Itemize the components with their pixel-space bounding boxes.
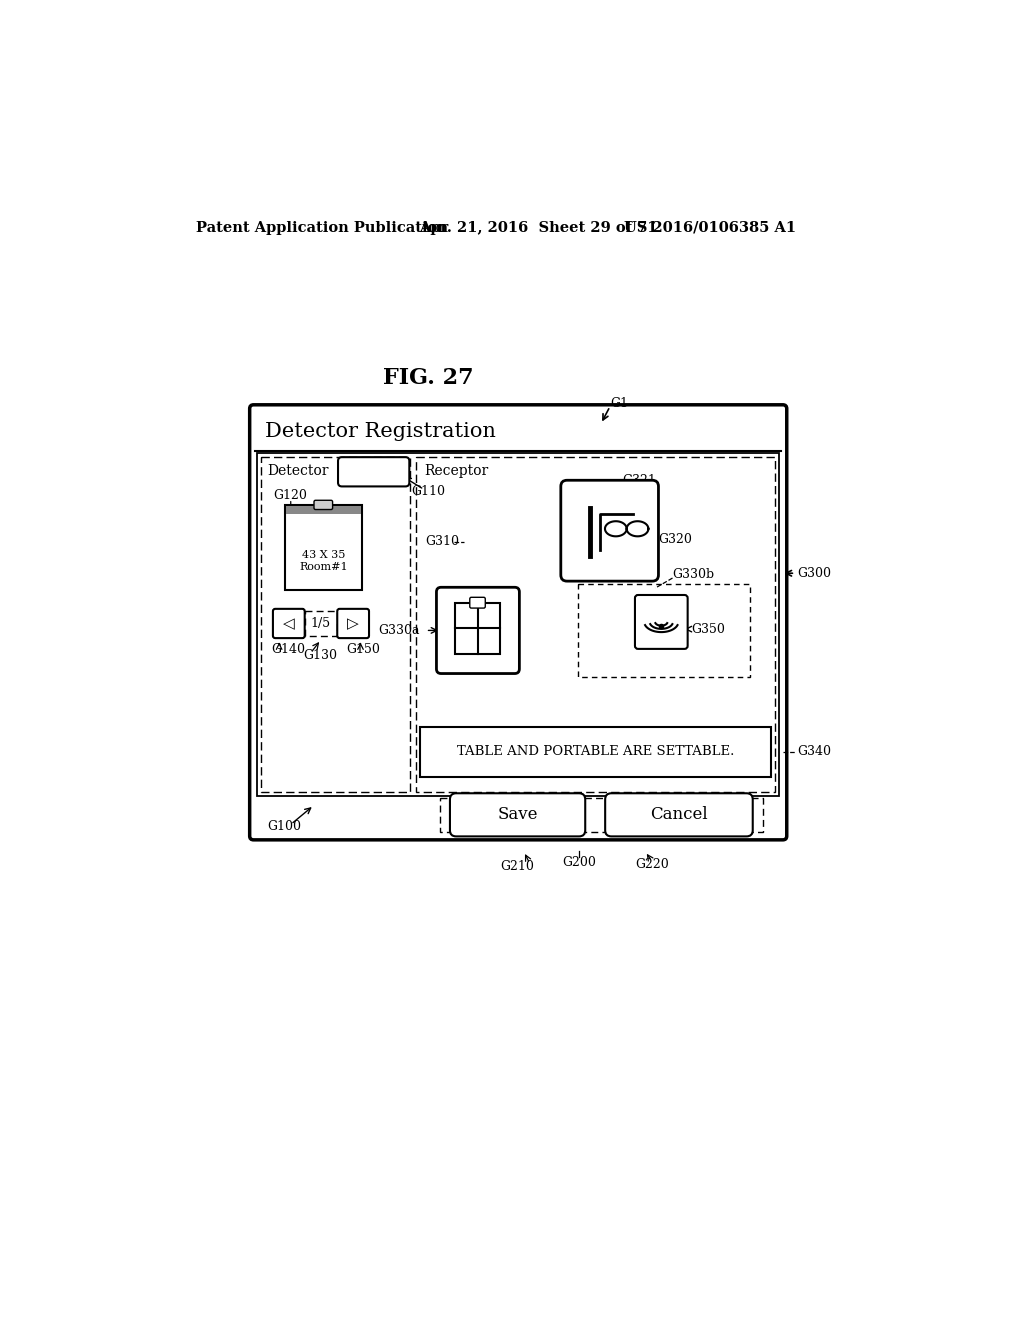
FancyBboxPatch shape (605, 793, 753, 837)
Text: G150: G150 (346, 643, 380, 656)
Bar (455, 603, 500, 653)
Text: G320: G320 (658, 533, 692, 546)
Text: 1/5: 1/5 (311, 616, 331, 630)
Text: Save: Save (498, 807, 538, 824)
FancyBboxPatch shape (338, 457, 410, 487)
Text: G130: G130 (303, 648, 337, 661)
Text: G310: G310 (426, 536, 460, 548)
FancyBboxPatch shape (257, 453, 779, 796)
Text: G300: G300 (797, 566, 830, 579)
Text: Room#1: Room#1 (299, 561, 347, 572)
FancyBboxPatch shape (314, 500, 333, 510)
Text: G140: G140 (271, 643, 305, 656)
Text: G110: G110 (412, 486, 445, 499)
Text: G220: G220 (635, 858, 669, 871)
Text: US 2016/0106385 A1: US 2016/0106385 A1 (624, 220, 796, 235)
FancyBboxPatch shape (561, 480, 658, 581)
FancyBboxPatch shape (635, 595, 688, 649)
Text: G210: G210 (501, 861, 535, 874)
Text: G120: G120 (273, 490, 307, 502)
Text: G340: G340 (797, 746, 830, 758)
Text: G100: G100 (267, 820, 301, 833)
Text: G350: G350 (691, 623, 725, 636)
Text: G330a: G330a (379, 624, 420, 638)
FancyBboxPatch shape (250, 405, 786, 840)
Text: 43 X 35: 43 X 35 (302, 550, 345, 560)
FancyBboxPatch shape (436, 587, 519, 673)
FancyBboxPatch shape (470, 598, 485, 609)
FancyBboxPatch shape (285, 506, 362, 590)
FancyBboxPatch shape (273, 609, 305, 638)
Text: TABLE AND PORTABLE ARE SETTABLE.: TABLE AND PORTABLE ARE SETTABLE. (457, 746, 734, 758)
Text: Apr. 21, 2016  Sheet 29 of 71: Apr. 21, 2016 Sheet 29 of 71 (419, 220, 657, 235)
Text: Receptor: Receptor (424, 465, 488, 478)
Text: G330b: G330b (673, 569, 715, 582)
Text: FIG. 27: FIG. 27 (383, 367, 474, 389)
Text: Patent Application Publication: Patent Application Publication (197, 220, 449, 235)
Bar (286, 507, 360, 515)
Text: Cancel: Cancel (650, 807, 708, 824)
Text: Detector: Detector (267, 465, 329, 478)
FancyBboxPatch shape (420, 726, 771, 776)
Text: ◁: ◁ (283, 616, 295, 631)
Text: Search: Search (349, 465, 398, 479)
FancyBboxPatch shape (337, 609, 369, 638)
FancyBboxPatch shape (450, 793, 586, 837)
Text: Detector Registration: Detector Registration (265, 422, 496, 441)
Text: G321: G321 (622, 474, 655, 487)
Text: G1: G1 (610, 397, 628, 409)
Text: G200: G200 (562, 855, 596, 869)
Text: ▷: ▷ (347, 616, 359, 631)
